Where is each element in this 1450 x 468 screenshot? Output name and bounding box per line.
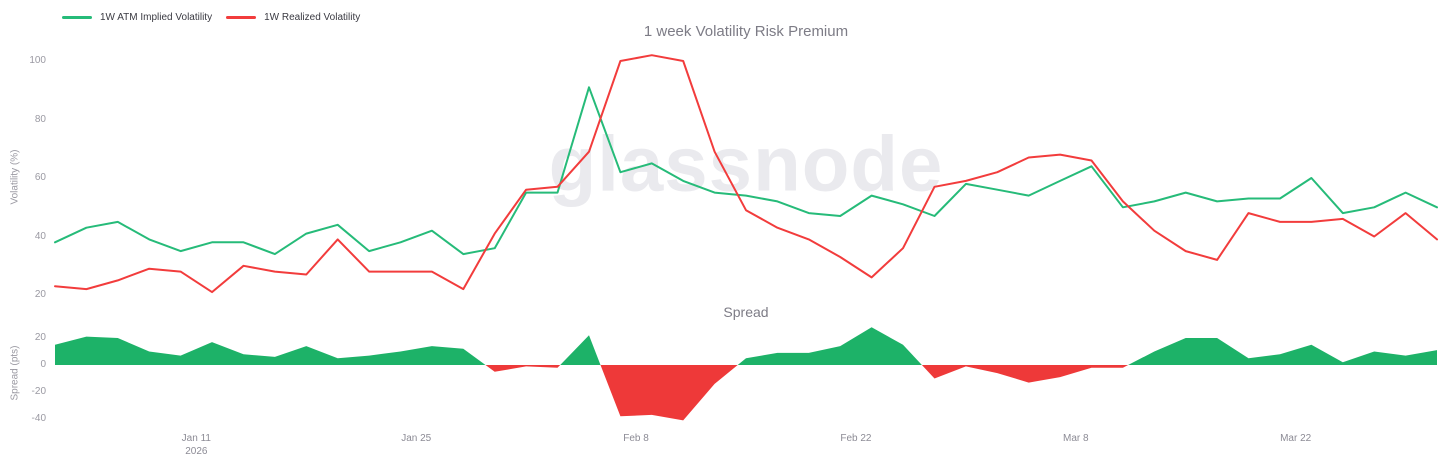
implied-volatility-line <box>54 86 1438 256</box>
legend-label-implied-volatility: 1W ATM Implied Volatility <box>100 12 213 23</box>
spread-axis-tick: 0 <box>40 359 46 370</box>
x-axis-tick: Jan 25 <box>401 433 432 444</box>
volatility-axis-tick: 20 <box>34 289 46 300</box>
volatility-axis-tick: 100 <box>29 55 46 66</box>
spread-area-negative <box>55 365 1437 421</box>
spread-axis-tick: 20 <box>34 332 46 343</box>
x-axis-tick: Feb 8 <box>623 433 649 444</box>
implied-volatility-line-swatch-icon <box>62 16 92 19</box>
legend-label-realized-volatility: 1W Realized Volatility <box>264 12 361 23</box>
volatility-axis-tick: 60 <box>34 172 46 183</box>
x-axis-tick: Mar 22 <box>1280 433 1312 444</box>
legend-item-realized-volatility[interactable]: 1W Realized Volatility <box>226 12 360 23</box>
volatility-axis-tick: 80 <box>34 113 46 125</box>
x-axis-tick: Jan 11 2026 <box>156 433 236 457</box>
spread-area-positive <box>55 327 1437 365</box>
spread-chart-subtitle: Spread <box>723 304 769 320</box>
x-axis-tick-year: 2026 <box>185 446 208 457</box>
x-axis-tick: Mar 8 <box>1063 433 1089 444</box>
chart-title: 1 week Volatility Risk Premium <box>643 23 849 40</box>
realized-volatility-line-swatch-icon <box>226 16 257 19</box>
spread-axis-tick: -40 <box>31 413 46 424</box>
volatility-axis-tick: 40 <box>34 230 46 242</box>
spread-axis-tick: -20 <box>31 386 46 397</box>
legend-item-implied-volatility[interactable]: 1W ATM Implied Volatility <box>62 12 212 23</box>
realized-volatility-line <box>54 54 1438 294</box>
legend: 1W ATM Implied Volatility 1W Realized Vo… <box>62 12 360 23</box>
glassnode-watermark: glassnode <box>548 119 944 208</box>
x-axis-tick: Feb 22 <box>840 433 872 444</box>
